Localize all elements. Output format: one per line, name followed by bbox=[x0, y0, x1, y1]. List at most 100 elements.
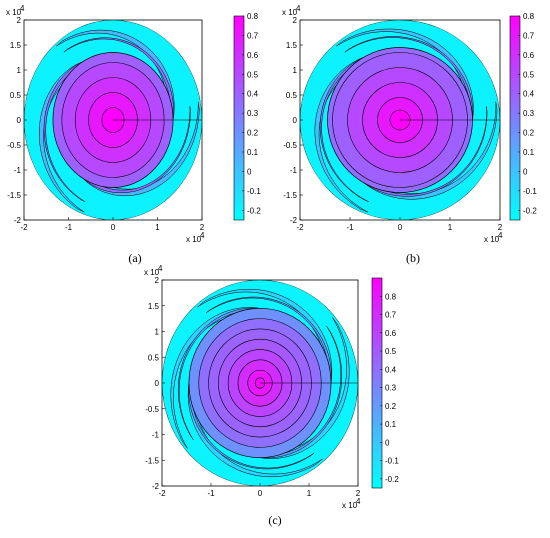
colorbar-tick-label: 0.4 bbox=[385, 365, 397, 374]
colorbar-tick-label: -0.2 bbox=[385, 475, 399, 484]
colorbar-tick-label: 0.6 bbox=[385, 329, 397, 338]
x-tick-label: -2 bbox=[296, 223, 304, 232]
x-tick-label: -1 bbox=[65, 223, 73, 232]
x-multiplier-exp: 4 bbox=[498, 231, 503, 240]
colorbar-tick-label: 0.4 bbox=[247, 90, 259, 99]
spiral-arm-0-0 bbox=[197, 288, 333, 384]
colorbar-tick-label: 0.7 bbox=[247, 31, 259, 40]
colorbar bbox=[233, 15, 245, 221]
spiral-arm-1-0 bbox=[170, 307, 261, 449]
y-tick-label: -1 bbox=[152, 431, 160, 440]
colorbar-tick-label: 0 bbox=[247, 167, 252, 176]
colorbar-tick-label: 0.6 bbox=[523, 51, 535, 60]
colorbar-tick-label: -0.1 bbox=[523, 187, 537, 196]
colorbar-tick-label: 0 bbox=[523, 167, 528, 176]
y-tick-label: -2 bbox=[14, 216, 22, 225]
colorbar-tick-label: 0.2 bbox=[385, 402, 397, 411]
colorbar-tick-label: 0.1 bbox=[385, 420, 397, 429]
spiral-arm-1-1 bbox=[43, 61, 86, 202]
y-tick-label: -0.5 bbox=[145, 405, 159, 414]
y-multiplier: x 10 bbox=[6, 8, 22, 17]
y-tick-label: -1.5 bbox=[7, 191, 21, 200]
spiral-arm-0-1 bbox=[63, 37, 174, 121]
colorbar-tick-label: 0.5 bbox=[247, 70, 259, 79]
colorbar-tick-label: 0.7 bbox=[385, 311, 397, 320]
y-tick-label: 0.5 bbox=[10, 91, 22, 100]
y-multiplier: x 10 bbox=[282, 8, 298, 17]
colorbar-tick-label: 0 bbox=[385, 438, 390, 447]
colorbar-tick-label: 0.8 bbox=[247, 12, 259, 21]
y-tick-label: -0.5 bbox=[283, 141, 297, 150]
colorbar-tick-label: 0.2 bbox=[247, 129, 259, 138]
y-tick-label: -2 bbox=[290, 216, 298, 225]
y-tick-label: 2 bbox=[155, 276, 160, 285]
y-tick-label: 1 bbox=[293, 66, 298, 75]
y-tick-label: -1 bbox=[290, 166, 298, 175]
y-tick-label: 0.5 bbox=[286, 91, 298, 100]
colorbar-tick-label: 0.1 bbox=[247, 148, 259, 157]
colorbar-tick-label: -0.1 bbox=[385, 457, 399, 466]
x-tick-label: -1 bbox=[346, 223, 354, 232]
colorbar-tick-label: 0.7 bbox=[523, 31, 535, 40]
spiral-arm-3-0 bbox=[259, 317, 350, 459]
x-tick-label: -2 bbox=[20, 223, 28, 232]
y-tick-label: 1 bbox=[17, 66, 22, 75]
x-tick-label: 0 bbox=[258, 489, 263, 498]
x-multiplier-exp: 4 bbox=[200, 231, 205, 240]
colorbar-tick-label: -0.2 bbox=[523, 206, 537, 215]
panel-caption: (c) bbox=[268, 513, 281, 527]
spiral-arm-0-0 bbox=[336, 28, 474, 121]
x-multiplier: x 10 bbox=[342, 501, 358, 510]
colorbar-tick-label: 0.3 bbox=[247, 109, 259, 118]
y-tick-label: 0 bbox=[293, 116, 298, 125]
y-tick-label: 2 bbox=[293, 16, 298, 25]
x-tick-label: -2 bbox=[158, 489, 166, 498]
panel-caption: (b) bbox=[406, 251, 420, 265]
y-tick-label: 0.5 bbox=[148, 353, 160, 362]
x-tick-label: 0 bbox=[111, 223, 116, 232]
spiral-arm-1-1 bbox=[177, 307, 261, 440]
panel-caption: (a) bbox=[128, 251, 141, 265]
y-tick-label: -1.5 bbox=[283, 191, 297, 200]
y-tick-label: 0 bbox=[17, 116, 22, 125]
colorbar-tick-label: 0.1 bbox=[523, 148, 535, 157]
y-multiplier-exp: 4 bbox=[158, 264, 163, 273]
x-tick-label: 0 bbox=[398, 223, 403, 232]
x-tick-label: 1 bbox=[307, 489, 312, 498]
x-tick-label: -1 bbox=[207, 489, 215, 498]
colorbar-tick-label: 0.3 bbox=[523, 109, 535, 118]
y-tick-label: -2 bbox=[152, 482, 160, 491]
y-multiplier-exp: 4 bbox=[20, 4, 25, 13]
colorbar-tick-label: -0.2 bbox=[247, 206, 261, 215]
colorbar-tick-label: 0.4 bbox=[523, 90, 535, 99]
colorbar-tick-label: 0.3 bbox=[385, 384, 397, 393]
y-multiplier-exp: 4 bbox=[296, 4, 301, 13]
colorbar-tick-label: 0.8 bbox=[523, 12, 535, 21]
spiral-arm-1-1 bbox=[319, 56, 369, 202]
x-multiplier-exp: 4 bbox=[356, 497, 361, 506]
x-tick-label: 2 bbox=[200, 223, 205, 232]
y-tick-label: -1 bbox=[14, 166, 22, 175]
colorbar-tick-label: 0.8 bbox=[385, 292, 397, 301]
colorbar-tick-label: 0.6 bbox=[247, 51, 259, 60]
y-tick-label: 1.5 bbox=[286, 41, 298, 50]
spiral-arm-3-1 bbox=[259, 326, 343, 459]
spiral-arm-0-1 bbox=[344, 36, 474, 121]
colorbar-tick-label: 0.5 bbox=[523, 70, 535, 79]
y-tick-label: 0 bbox=[155, 379, 160, 388]
x-multiplier: x 10 bbox=[186, 235, 202, 244]
spiral-arm-2-0 bbox=[187, 382, 323, 478]
colorbar-tick-label: 0.2 bbox=[523, 129, 535, 138]
x-tick-label: 2 bbox=[498, 223, 503, 232]
y-tick-label: 2 bbox=[17, 16, 22, 25]
x-tick-label: 1 bbox=[448, 223, 453, 232]
y-tick-label: 1 bbox=[155, 328, 160, 337]
y-tick-label: -1.5 bbox=[145, 456, 159, 465]
colorbar-tick-label: -0.1 bbox=[247, 187, 261, 196]
colorbar bbox=[509, 15, 521, 221]
colorbar bbox=[371, 277, 383, 489]
